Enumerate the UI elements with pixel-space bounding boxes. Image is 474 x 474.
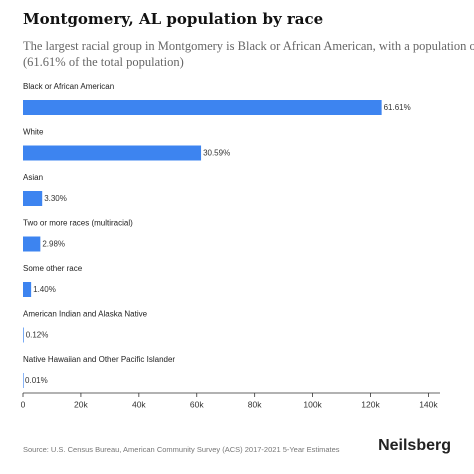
x-tick-label: 20k <box>74 399 88 409</box>
x-tick-label: 120k <box>361 399 380 409</box>
chart-subtitle: (61.61% of the total population) <box>23 55 184 69</box>
bar <box>23 373 24 388</box>
chart-subtitle: The largest racial group in Montgomery i… <box>23 39 474 53</box>
chart-title: Montgomery, AL population by race <box>23 10 323 28</box>
bar <box>23 236 41 252</box>
bar <box>23 100 382 115</box>
x-tick-label: 140k <box>419 399 438 409</box>
bar <box>23 327 24 343</box>
bar <box>23 191 43 206</box>
value-label: 30.59% <box>203 149 230 158</box>
category-label: Some other race <box>23 264 83 273</box>
category-label: Asian <box>23 173 43 182</box>
category-label: White <box>23 128 44 137</box>
x-tick-label: 80k <box>248 399 262 409</box>
x-tick-label: 0 <box>21 399 26 409</box>
brand-logo: Neilsberg <box>378 437 451 454</box>
value-label: 61.61% <box>384 103 411 112</box>
value-label: 2.98% <box>42 240 65 249</box>
bar <box>23 145 202 161</box>
category-label: Two or more races (multiracial) <box>23 219 133 228</box>
bar <box>23 282 32 297</box>
source: Source: U.S. Census Bureau, American Com… <box>23 445 340 454</box>
category-label: American Indian and Alaska Native <box>23 310 148 319</box>
x-tick-label: 40k <box>132 399 146 409</box>
value-label: 1.40% <box>33 285 56 294</box>
category-label: Black or African American <box>23 82 114 91</box>
value-label: 0.12% <box>26 331 49 340</box>
category-label: Native Hawaiian and Other Pacific Island… <box>23 355 175 364</box>
value-label: 0.01% <box>25 376 48 385</box>
x-tick-label: 60k <box>190 399 204 409</box>
x-tick-label: 100k <box>303 399 322 409</box>
value-label: 3.30% <box>44 194 67 203</box>
